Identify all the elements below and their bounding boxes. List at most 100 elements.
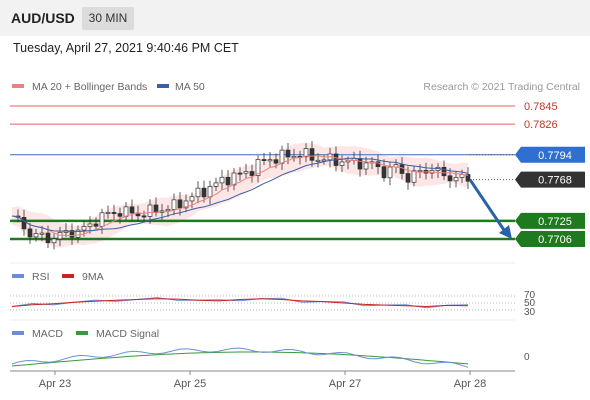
- rsi-50-label: 50: [524, 298, 536, 309]
- x-axis-ticks: Apr 23 Apr 25 Apr 27 Apr 28: [39, 371, 486, 390]
- candle-body: [309, 148, 315, 161]
- projection-arrow: [468, 178, 512, 239]
- top-bar: AUD/USD 30 MIN: [0, 0, 590, 36]
- candle-body: [453, 177, 459, 182]
- candle-body: [165, 208, 171, 212]
- projection-arrow-head: [499, 225, 512, 239]
- candle-body: [99, 212, 105, 227]
- ma20-line: [11, 155, 469, 237]
- candle-body: [201, 187, 207, 198]
- candles: [15, 141, 471, 250]
- macd-signal-legend-label: MACD Signal: [96, 328, 159, 340]
- candle-body: [207, 186, 213, 198]
- candle-body: [255, 159, 261, 176]
- candle-body: [357, 158, 363, 170]
- candle-body: [399, 164, 405, 174]
- candle-body: [411, 170, 417, 183]
- candle-body: [417, 169, 423, 172]
- candle-body: [189, 196, 195, 202]
- ma50-legend-swatch: [157, 84, 169, 88]
- candle-body: [261, 159, 267, 162]
- rsi-legend-swatch: [12, 274, 24, 278]
- support-tag: 0.7725: [538, 216, 572, 228]
- macd-signal-legend-swatch: [76, 331, 88, 335]
- candle-body: [87, 223, 93, 227]
- candle-body: [315, 159, 321, 162]
- macd-zero-label: 0: [524, 352, 530, 363]
- support-tag-box: [515, 212, 585, 229]
- macd-lines: [11, 347, 469, 368]
- pivot-tag: 0.7794: [538, 150, 572, 162]
- credit-text: Research © 2021 Trading Central: [423, 81, 580, 93]
- candle-body: [171, 199, 177, 210]
- rsi-70-label: 70: [524, 290, 536, 301]
- candle-body: [363, 162, 369, 170]
- x-tick-label: Apr 28: [454, 378, 486, 390]
- x-tick-label: Apr 25: [174, 378, 206, 390]
- rsi-30-label: 30: [524, 307, 536, 318]
- candle-body: [177, 199, 183, 209]
- x-tick-label: Apr 27: [329, 378, 361, 390]
- candle-body: [381, 166, 387, 179]
- candle-body: [273, 159, 279, 164]
- candle-body: [141, 215, 147, 218]
- candle-body: [237, 172, 243, 175]
- candle-body: [243, 171, 249, 174]
- resistance-tag: 0.7826: [524, 119, 558, 131]
- candle-body: [285, 149, 291, 158]
- candle-body: [81, 226, 87, 231]
- candle-body: [27, 228, 33, 238]
- projection-arrow-line: [468, 178, 508, 234]
- candle-body: [279, 149, 285, 164]
- rsi-ma-line: [11, 298, 469, 308]
- current-tag: 0.7768: [538, 175, 572, 187]
- x-tick-label: Apr 23: [39, 378, 71, 390]
- resistance-tag: 0.7845: [524, 101, 558, 113]
- candle-body: [441, 166, 447, 177]
- candle-body: [387, 166, 393, 179]
- candle-body: [147, 204, 153, 217]
- support-tag: 0.7706: [538, 234, 572, 246]
- candle-body: [183, 200, 189, 209]
- candle-body: [447, 175, 453, 182]
- candle-body: [39, 232, 45, 235]
- candle-body: [105, 212, 111, 214]
- candle-body: [465, 174, 471, 182]
- current-tag-box: [515, 171, 585, 188]
- bollinger-bands: [12, 142, 468, 248]
- candle-body: [231, 172, 237, 186]
- candle-body: [225, 176, 231, 186]
- candle-body: [75, 229, 81, 238]
- candle-body: [117, 213, 123, 217]
- candle-body: [195, 187, 201, 198]
- candle-body: [111, 212, 117, 214]
- rsi-lines: [11, 297, 469, 309]
- candle-body: [129, 206, 135, 214]
- candle-body: [21, 217, 27, 230]
- support-tag-box: [515, 231, 585, 247]
- candle-body: [123, 206, 129, 217]
- candle-body: [321, 159, 327, 162]
- rsi-ma-legend-label: 9MA: [82, 271, 104, 283]
- candle-body: [267, 159, 273, 162]
- candle-body: [69, 230, 75, 238]
- candle-body: [153, 204, 159, 213]
- rsi-legend-label: RSI: [32, 271, 50, 283]
- macd-line: [11, 347, 469, 368]
- ma20-legend-label: MA 20 + Bollinger Bands: [32, 81, 147, 93]
- ma50-line: [11, 157, 469, 233]
- candle-body: [45, 232, 51, 244]
- macd-legend-label: MACD: [32, 328, 63, 340]
- candle-body: [405, 173, 411, 183]
- moving-averages: [11, 155, 469, 237]
- bollinger-band-area: [12, 142, 468, 248]
- timeframe-button[interactable]: 30 MIN: [82, 7, 134, 30]
- macd-signal-line: [11, 351, 469, 367]
- level-tags: 0.7845 0.7826 0.7794 0.7768 0.7725 0.7706: [515, 101, 585, 247]
- currency-pair: AUD/USD: [11, 10, 75, 26]
- candle-body: [249, 171, 255, 176]
- level-lines: [10, 105, 515, 241]
- candle-body: [339, 161, 345, 166]
- candle-body: [303, 148, 309, 158]
